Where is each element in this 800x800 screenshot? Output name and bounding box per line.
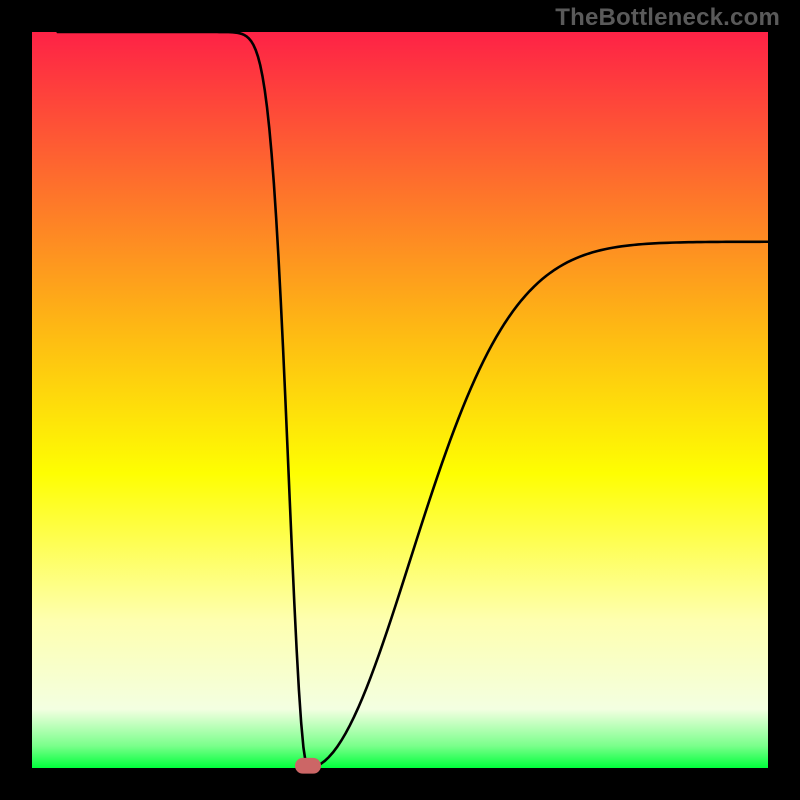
optimal-marker [295,758,320,773]
watermark-text: TheBottleneck.com [555,4,780,32]
chart-svg [0,0,800,800]
plot-background [32,32,768,768]
chart-canvas: TheBottleneck.com [0,0,800,800]
